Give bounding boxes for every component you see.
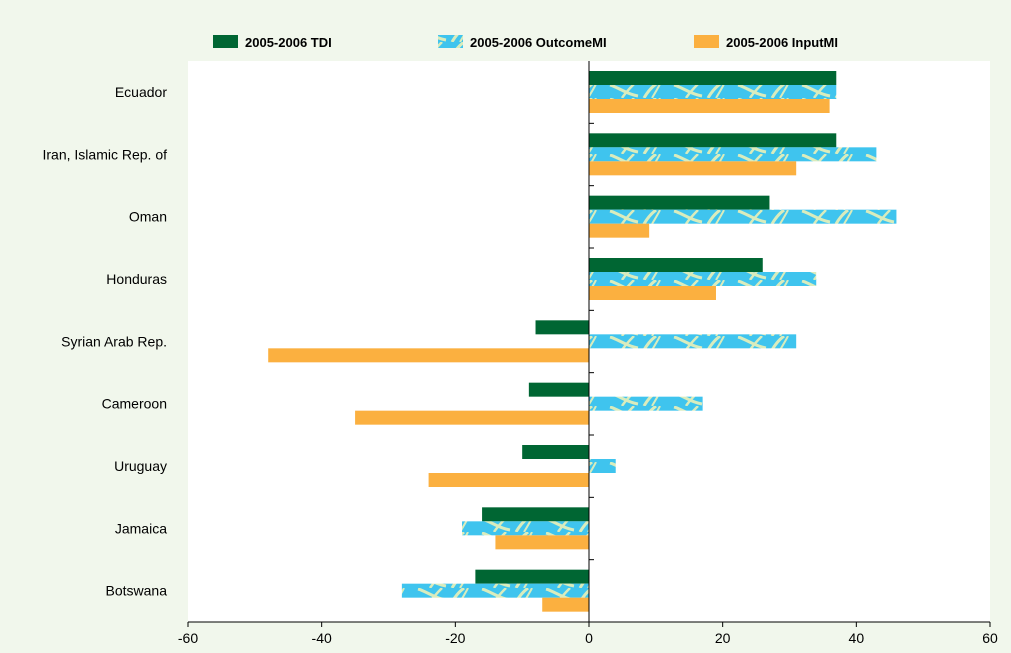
legend-swatch-2005-2006-outcomemi bbox=[438, 35, 463, 48]
bar-botswana-2005-2006-inputmi bbox=[542, 597, 589, 612]
category-label-botswana: Botswana bbox=[106, 583, 168, 599]
bar-oman-2005-2006-inputmi bbox=[589, 223, 650, 238]
axes: Ecuador Iran, Islamic Rep. of Oman Honduras… bbox=[43, 61, 998, 646]
x-tick-label: 60 bbox=[982, 630, 998, 646]
x-tick-label: -20 bbox=[445, 630, 465, 646]
x-tick-label: -40 bbox=[312, 630, 332, 646]
bar-oman-2005-2006-outcomemi bbox=[589, 209, 897, 224]
x-tick-label: 0 bbox=[585, 630, 593, 646]
bar-jamaica-2005-2006-outcomemi bbox=[462, 521, 589, 536]
bar-ecuador-2005-2006-tdi bbox=[589, 71, 837, 85]
bar-honduras-2005-2006-inputmi bbox=[589, 286, 716, 300]
category-label-iran-islamic-rep-of: Iran, Islamic Rep. of bbox=[43, 146, 168, 162]
category-label-cameroon: Cameroon bbox=[102, 396, 167, 412]
category-label-oman: Oman bbox=[129, 209, 167, 225]
bar-ecuador-2005-2006-outcomemi bbox=[589, 85, 837, 99]
bar-cameroon-2005-2006-outcomemi bbox=[589, 396, 703, 411]
bar-cameroon-2005-2006-inputmi bbox=[355, 410, 589, 425]
bar-uruguay-2005-2006-inputmi bbox=[428, 473, 589, 487]
bar-honduras-2005-2006-outcomemi bbox=[589, 272, 817, 286]
bar-botswana-2005-2006-tdi bbox=[475, 569, 589, 584]
x-tick-label: 20 bbox=[715, 630, 731, 646]
legend-swatch-2005-2006-tdi bbox=[213, 35, 238, 48]
legend-label-2005-2006-tdi: 2005-2006 TDI bbox=[245, 35, 332, 50]
category-label-honduras: Honduras bbox=[106, 271, 167, 287]
bar-oman-2005-2006-tdi bbox=[589, 195, 770, 210]
bar-syrian-arab-rep-2005-2006-outcomemi bbox=[589, 334, 797, 349]
bar-cameroon-2005-2006-tdi bbox=[528, 382, 589, 397]
bar-uruguay-2005-2006-tdi bbox=[522, 445, 589, 459]
category-label-jamaica: Jamaica bbox=[115, 520, 167, 536]
category-label-ecuador: Ecuador bbox=[115, 84, 167, 100]
bar-honduras-2005-2006-tdi bbox=[589, 258, 763, 272]
bar-iran-islamic-rep-of-2005-2006-outcomemi bbox=[589, 147, 877, 162]
bar-jamaica-2005-2006-tdi bbox=[482, 507, 589, 522]
legend-label-2005-2006-outcomemi: 2005-2006 OutcomeMI bbox=[470, 35, 607, 50]
bar-iran-islamic-rep-of-2005-2006-inputmi bbox=[589, 161, 797, 176]
legend: 2005-2006 TDI 2005-2006 OutcomeMI 2005-200… bbox=[213, 35, 838, 50]
bar-syrian-arab-rep-2005-2006-tdi bbox=[535, 320, 589, 335]
bar-uruguay-2005-2006-outcomemi bbox=[589, 459, 616, 473]
bar-syrian-arab-rep-2005-2006-inputmi bbox=[268, 348, 589, 363]
x-tick-label: -60 bbox=[178, 630, 198, 646]
bar-botswana-2005-2006-outcomemi bbox=[401, 583, 589, 598]
bar-iran-islamic-rep-of-2005-2006-tdi bbox=[589, 133, 837, 148]
category-label-uruguay: Uruguay bbox=[114, 458, 167, 474]
bar-jamaica-2005-2006-inputmi bbox=[495, 535, 589, 550]
legend-label-2005-2006-inputmi: 2005-2006 InputMI bbox=[726, 35, 838, 50]
legend-swatch-2005-2006-inputmi bbox=[694, 35, 719, 48]
bar-ecuador-2005-2006-inputmi bbox=[589, 99, 830, 113]
x-tick-label: 40 bbox=[849, 630, 865, 646]
category-label-syrian-arab-rep: Syrian Arab Rep. bbox=[61, 333, 167, 349]
bars bbox=[268, 71, 897, 612]
